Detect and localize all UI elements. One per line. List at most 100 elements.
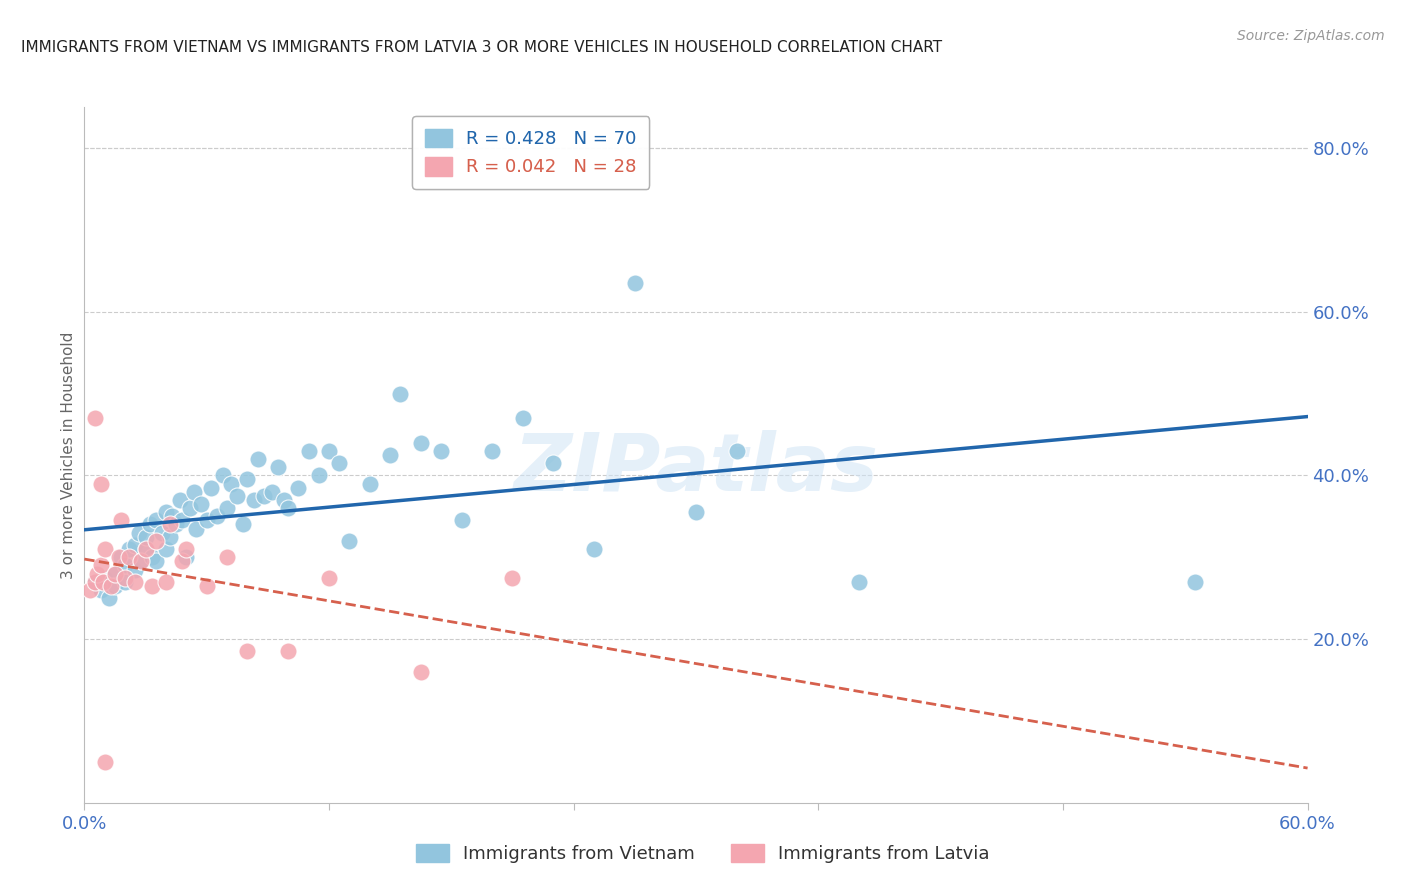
Point (389, 386, 412, 401)
Point (114, 574, 136, 589)
Point (160, 509, 183, 524)
Y-axis label: 3 or more Vehicles in Household: 3 or more Vehicles in Household (60, 331, 76, 579)
Point (328, 456, 350, 470)
Point (104, 579, 127, 593)
Point (172, 554, 194, 568)
Point (176, 550, 198, 565)
Point (1184, 574, 1206, 589)
Point (118, 550, 141, 565)
Point (104, 566, 127, 581)
Point (318, 571, 340, 585)
Point (138, 517, 160, 532)
Point (450, 513, 472, 527)
Point (287, 481, 309, 495)
Point (190, 497, 212, 511)
Point (104, 566, 127, 581)
Point (155, 542, 177, 557)
Point (277, 501, 299, 516)
Point (725, 443, 748, 458)
Point (359, 476, 381, 491)
Point (141, 579, 163, 593)
Point (93, 542, 117, 557)
Point (108, 550, 131, 565)
Point (176, 542, 198, 557)
Point (212, 468, 235, 483)
Point (79, 582, 101, 597)
Point (114, 558, 136, 573)
Point (267, 460, 290, 475)
Point (195, 513, 218, 527)
Point (380, 448, 402, 462)
Point (273, 492, 295, 507)
Point (169, 492, 191, 507)
Point (159, 530, 181, 544)
Point (298, 443, 321, 458)
Point (543, 456, 565, 470)
Point (205, 509, 228, 524)
Point (308, 468, 330, 483)
Point (118, 542, 141, 557)
Point (150, 525, 173, 540)
Point (145, 533, 167, 548)
Point (165, 517, 187, 532)
Point (155, 574, 177, 589)
Point (145, 513, 167, 527)
Point (124, 574, 146, 589)
Text: IMMIGRANTS FROM VIETNAM VS IMMIGRANTS FROM LATVIA 3 OR MORE VEHICLES IN HOUSEHOL: IMMIGRANTS FROM VIETNAM VS IMMIGRANTS FR… (21, 40, 942, 55)
Point (91, 574, 114, 589)
Point (131, 554, 153, 568)
Point (186, 522, 208, 536)
Point (409, 435, 432, 450)
Point (110, 550, 132, 565)
Point (219, 476, 242, 491)
Point (172, 513, 194, 527)
Text: ZIPatlas: ZIPatlas (513, 430, 879, 508)
Point (90, 558, 112, 573)
Point (512, 411, 534, 425)
Point (83, 574, 105, 589)
Point (260, 484, 283, 499)
Point (195, 579, 218, 593)
Point (179, 501, 201, 516)
Point (135, 542, 157, 557)
Point (90, 582, 112, 597)
Point (159, 517, 181, 532)
Point (200, 481, 222, 495)
Point (236, 473, 259, 487)
Point (86, 566, 108, 581)
Point (685, 505, 707, 519)
Point (131, 554, 153, 568)
Point (124, 538, 146, 552)
Point (83, 411, 105, 425)
Point (93, 755, 117, 769)
Point (624, 276, 647, 290)
Point (242, 492, 264, 507)
Point (90, 476, 112, 491)
Point (502, 571, 524, 585)
Text: Source: ZipAtlas.com: Source: ZipAtlas.com (1237, 29, 1385, 43)
Point (97, 591, 120, 606)
Point (253, 489, 276, 503)
Point (339, 533, 361, 548)
Point (155, 505, 177, 519)
Point (232, 517, 254, 532)
Point (277, 644, 299, 658)
Point (135, 542, 157, 557)
Point (145, 554, 167, 568)
Point (110, 513, 132, 527)
Point (236, 644, 259, 658)
Point (114, 571, 136, 585)
Point (93, 571, 117, 585)
Point (409, 665, 432, 679)
Point (100, 579, 122, 593)
Point (226, 489, 249, 503)
Point (430, 443, 453, 458)
Point (183, 484, 205, 499)
Point (246, 452, 269, 467)
Point (481, 443, 503, 458)
Point (318, 443, 340, 458)
Legend: Immigrants from Vietnam, Immigrants from Latvia: Immigrants from Vietnam, Immigrants from… (405, 833, 1001, 874)
Point (848, 574, 870, 589)
Point (217, 550, 239, 565)
Point (124, 562, 146, 576)
